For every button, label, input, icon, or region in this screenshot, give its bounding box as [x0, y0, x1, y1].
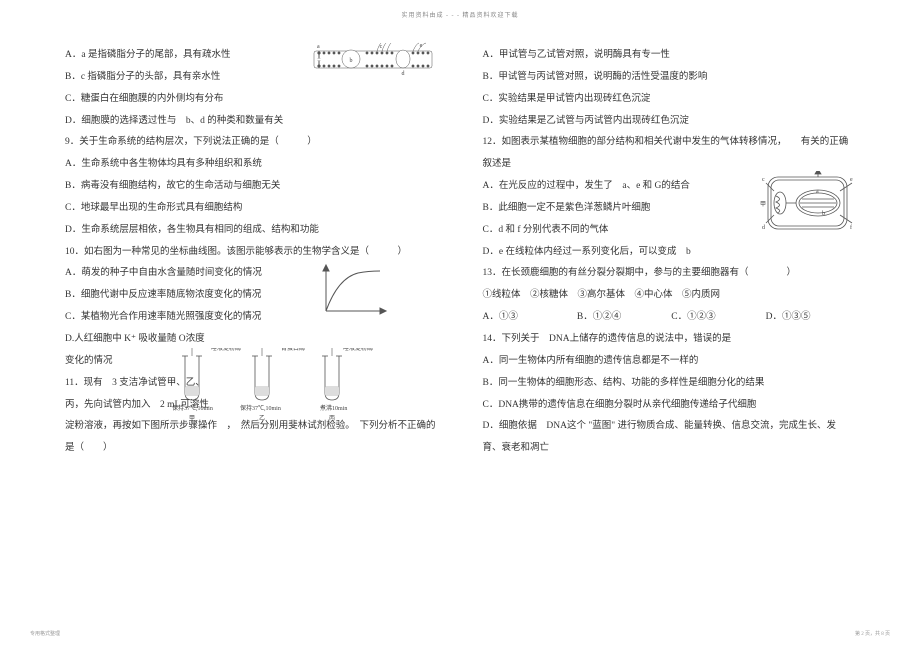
membrane-label-c: c: [379, 44, 382, 50]
page: A．a 是指磷脂分子的尾部，具有疏水性: [65, 45, 860, 619]
q12-opt-a: A．在光反应的过程中，发生了 a、e 和 G的结合: [483, 176, 861, 198]
q10-opt-b: B．细胞代谢中反应速率随底物浓度变化的情况: [65, 285, 443, 307]
membrane-label-b: b: [349, 58, 352, 64]
tube2-enzyme: 胃蛋白酶: [281, 348, 305, 352]
membrane-label-a: a: [317, 44, 320, 50]
q11-stem-3: 淀粉溶液，再按如下图所示步骤操作 ， 然后分别用斐林试剂检验。 下列分析不正确的: [65, 416, 443, 438]
tube3-enzyme: 唾液淀粉酶: [343, 348, 373, 352]
q11-stem-2: 丙，先向试管内加入 2 mL可溶性: [65, 395, 443, 417]
footer-right: 第 2 页，共 8 页: [855, 630, 890, 637]
q9-opt-d: D．生命系统层层相依，各生物具有相同的组成、结构和功能: [65, 220, 443, 242]
q11-stem-1: 11．现有 3 支洁净试管甲、乙、: [65, 373, 443, 395]
q13-options: A．①③ B．①②④ C．①②③ D．①③⑤: [483, 307, 861, 329]
q14-opt-b: B．同一生物体的细胞形态、结构、功能的多样性是细胞分化的结果: [483, 373, 861, 395]
q12-opt-d: D．e 在线粒体内经过一系列变化后，可以变成 b: [483, 242, 861, 264]
cell-label-c: c: [762, 177, 765, 183]
q14-opt-d-2: 育、衰老和凋亡: [483, 438, 861, 460]
footer-left: 专用格式整理: [30, 630, 60, 637]
q13-opt-a: A．①③: [483, 307, 577, 329]
q14-opt-a: A．同一生物体内所有细胞的遗传信息都是不一样的: [483, 351, 861, 373]
q10-opt-a: A．萌发的种子中自由水含量随时间变化的情况: [65, 263, 443, 285]
q13-stem: 13．在长颈鹿细胞的有丝分裂分裂期中，参与的主要细胞器有（ ）: [483, 263, 861, 285]
q8-opt-c: C．糖蛋白在细胞膜的内外侧均有分布: [65, 89, 443, 111]
q13-items: ①线粒体 ②核糖体 ③高尔基体 ④中心体 ⑤内质网: [483, 285, 861, 307]
q13-opt-d: D．①③⑤: [766, 307, 860, 329]
left-column: A．a 是指磷脂分子的尾部，具有疏水性: [65, 45, 443, 619]
tube1-enzyme: 唾液淀粉酶: [211, 348, 241, 352]
q10-stem: 10．如右图为一种常见的坐标曲线图。该图示能够表示的生物学含义是（ ）: [65, 242, 443, 264]
q14-opt-c: C．DNA携带的遗传信息在细胞分裂时从亲代细胞传递给子代细胞: [483, 395, 861, 417]
q14-stem: 14．下列关于 DNA上储存的遗传信息的说法中，错误的是: [483, 329, 861, 351]
q9-opt-b: B．病毒没有细胞结构，故它的生命活动与细胞无关: [65, 176, 443, 198]
q8-opt-b: B．c 指磷脂分子的头部，具有亲水性: [65, 67, 443, 89]
membrane-label-e: e: [419, 43, 422, 49]
right-column: A．甲试管与乙试管对照，说明酶具有专一性 B．甲试管与丙试管对照，说明酶的活性受…: [483, 45, 861, 619]
q9-opt-a: A．生命系统中各生物体均具有多种组织和系统: [65, 154, 443, 176]
cell-label-e: e: [850, 177, 853, 183]
cell-label-a: a: [816, 189, 819, 195]
q11-stem-4: 是（ ）: [65, 438, 443, 460]
q14-opt-d-1: D．细胞依据 DNA这个 "蓝图" 进行物质合成、能量转换、信息交流，完成生长、…: [483, 416, 861, 438]
q11-opt-c: C．实验结果是甲试管内出现砖红色沉淀: [483, 89, 861, 111]
q10-opt-c: C．某植物光合作用速率随光照强度变化的情况: [65, 307, 443, 329]
header-note: 实用资料由成 - - - 精品资料欢迎下载: [402, 10, 519, 19]
q9-stem: 9．关于生命系统的结构层次，下列说法正确的是（ ）: [65, 132, 443, 154]
q13-opt-c: C．①②③: [671, 307, 765, 329]
q11-opt-d: D．实验结果是乙试管与丙试管内出现砖红色沉淀: [483, 111, 861, 133]
q12-opt-b: B．此细胞一定不是紫色洋葱鳞片叶细胞: [483, 198, 861, 220]
q8-opt-a: A．a 是指磷脂分子的尾部，具有疏水性: [65, 45, 443, 67]
q8-opt-d: D．细胞膜的选择透过性与 b、d 的种类和数量有关: [65, 111, 443, 133]
q13-opt-b: B．①②④: [577, 307, 671, 329]
q12-opt-c: C．d 和 f 分别代表不同的气体: [483, 220, 861, 242]
q11-opt-a: A．甲试管与乙试管对照，说明酶具有专一性: [483, 45, 861, 67]
q11-opt-b: B．甲试管与丙试管对照，说明酶的活性受温度的影响: [483, 67, 861, 89]
q10-opt-d-cont: 变化的情况: [65, 351, 443, 373]
q12-stem-1: 12．如图表示某植物细胞的部分结构和相关代谢中发生的气体转移情况， 有关的正确: [483, 132, 861, 154]
q9-opt-c: C．地球最早出现的生命形式具有细胞结构: [65, 198, 443, 220]
